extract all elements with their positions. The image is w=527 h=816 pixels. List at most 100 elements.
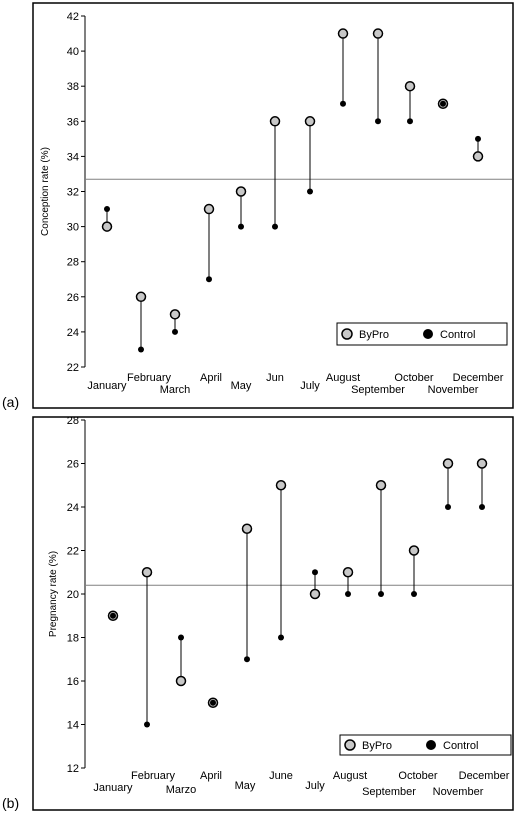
y-tick-label: 36 bbox=[67, 116, 79, 128]
x-tick-label: April bbox=[200, 770, 222, 782]
bypro-point bbox=[235, 186, 247, 197]
legend: ByPro Control bbox=[336, 322, 508, 346]
bypro-point bbox=[309, 588, 321, 600]
control-point bbox=[104, 206, 110, 213]
x-tick-label: July bbox=[305, 780, 325, 792]
bypro-point bbox=[135, 291, 147, 303]
legend-bypro-marker bbox=[344, 739, 356, 751]
y-tick-label: 18 bbox=[67, 633, 79, 645]
y-tick-label: 24 bbox=[67, 502, 79, 514]
control-point bbox=[312, 569, 318, 576]
y-tick-label: 22 bbox=[67, 546, 79, 558]
x-tick-label: November bbox=[428, 384, 479, 396]
control-point bbox=[479, 504, 485, 510]
x-tick-label: December bbox=[459, 770, 510, 782]
bypro-point bbox=[304, 116, 316, 127]
bypro-point bbox=[408, 545, 420, 556]
y-tick-label: 40 bbox=[67, 46, 79, 58]
x-tick-label: March bbox=[160, 384, 191, 396]
bypro-point bbox=[337, 28, 349, 39]
legend-bypro-label: ByPro bbox=[359, 329, 389, 341]
y-tick-label: 28 bbox=[67, 257, 79, 269]
y-axis-label: Pregnancy rate (%) bbox=[48, 551, 59, 637]
x-tick-label: February bbox=[131, 770, 176, 782]
y-tick-label: 38 bbox=[67, 81, 79, 93]
control-point bbox=[244, 656, 250, 663]
control-point bbox=[475, 135, 481, 142]
y-tick-label: 32 bbox=[67, 187, 79, 199]
legend-control-label: Control bbox=[443, 740, 478, 752]
bypro-point bbox=[442, 458, 454, 469]
bypro-point bbox=[203, 203, 215, 215]
legend-control-label: Control bbox=[440, 329, 475, 341]
x-tick-label: Marzo bbox=[166, 784, 197, 796]
bypro-point bbox=[141, 567, 153, 578]
y-tick-label: 28 bbox=[67, 415, 79, 427]
legend-box bbox=[336, 322, 508, 346]
legend-box bbox=[339, 734, 512, 756]
control-point bbox=[445, 504, 451, 510]
legend-bypro-marker bbox=[341, 328, 353, 340]
bypro-point bbox=[375, 480, 387, 491]
x-tick-label: September bbox=[351, 384, 405, 396]
y-tick-label: 22 bbox=[67, 362, 79, 374]
bypro-point bbox=[476, 458, 488, 469]
control-point bbox=[138, 346, 144, 353]
y-axis-label: Conception rate (%) bbox=[40, 147, 51, 236]
y-tick-label: 16 bbox=[67, 676, 79, 688]
y-tick-label: 34 bbox=[67, 151, 79, 163]
control-point bbox=[144, 721, 150, 728]
x-tick-label: October bbox=[398, 770, 437, 782]
control-point bbox=[110, 612, 116, 619]
control-point bbox=[411, 591, 417, 597]
y-tick-label: 24 bbox=[67, 327, 79, 339]
bypro-point bbox=[169, 309, 181, 320]
control-point bbox=[307, 188, 313, 195]
control-point bbox=[407, 118, 413, 125]
x-tick-label: December bbox=[453, 372, 504, 384]
x-tick-label: May bbox=[235, 780, 256, 792]
legend-control-marker bbox=[426, 740, 436, 750]
control-point bbox=[278, 634, 284, 641]
x-tick-label: January bbox=[93, 782, 133, 794]
y-tick-label: 20 bbox=[67, 589, 79, 601]
control-point bbox=[272, 223, 278, 230]
control-point bbox=[345, 591, 351, 597]
bypro-point bbox=[404, 80, 416, 92]
control-point bbox=[440, 100, 446, 107]
y-tick-label: 42 bbox=[67, 11, 79, 23]
control-point bbox=[340, 100, 346, 107]
x-tick-label: July bbox=[300, 380, 320, 392]
x-tick-label: August bbox=[333, 770, 367, 782]
x-tick-label: January bbox=[87, 380, 127, 392]
x-tick-label: October bbox=[394, 372, 433, 384]
control-point bbox=[375, 118, 381, 125]
panel-label: (b) bbox=[2, 795, 19, 811]
x-tick-label: August bbox=[326, 372, 360, 384]
x-tick-label: Jun bbox=[266, 372, 284, 384]
legend-bypro-label: ByPro bbox=[362, 740, 392, 752]
panel-label: (a) bbox=[2, 394, 19, 410]
x-tick-label: June bbox=[269, 770, 293, 782]
y-tick-label: 26 bbox=[67, 459, 79, 471]
control-point bbox=[172, 328, 178, 335]
control-point bbox=[378, 591, 384, 597]
y-tick-label: 30 bbox=[67, 222, 79, 234]
chart-panel-a: (a) 22 24 26 28 30 32 34 36 38 40 42 Conception rate… bbox=[2, 2, 514, 410]
x-tick-label: May bbox=[231, 380, 252, 392]
x-tick-label: November bbox=[433, 786, 484, 798]
legend-control-marker bbox=[423, 329, 433, 339]
chart-panel-b: (b) 12 14 16 18 20 22 24 26 28 Pregnancy rate (%) J… bbox=[2, 415, 514, 811]
bypro-point bbox=[269, 116, 281, 127]
control-point bbox=[178, 634, 184, 641]
x-tick-label: February bbox=[127, 372, 172, 384]
control-point bbox=[206, 276, 212, 283]
x-tick-label: September bbox=[362, 786, 416, 798]
bypro-point bbox=[275, 480, 287, 491]
bypro-point bbox=[101, 221, 113, 232]
control-point bbox=[238, 223, 244, 230]
bypro-point bbox=[241, 523, 253, 534]
panel-frame bbox=[32, 2, 514, 409]
panel-frame bbox=[32, 416, 514, 811]
